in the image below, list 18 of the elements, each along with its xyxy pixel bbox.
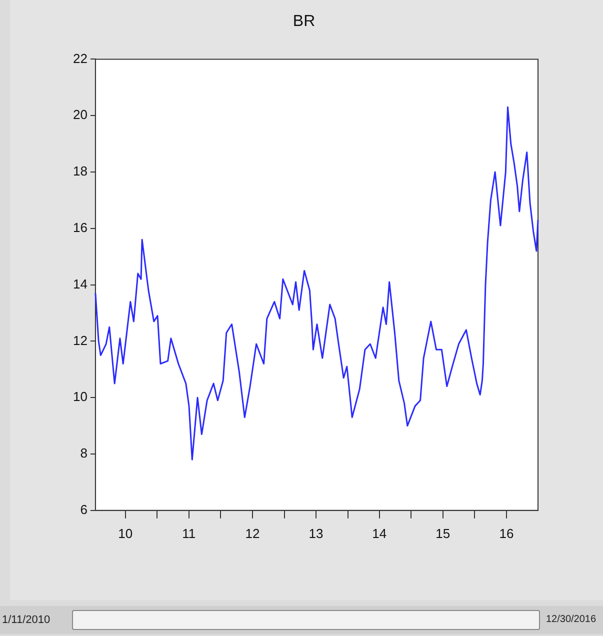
x-tick-label: 12 xyxy=(245,526,260,541)
y-tick-label: 16 xyxy=(72,220,88,235)
x-tick-label: 15 xyxy=(436,526,450,541)
x-tick-label: 16 xyxy=(499,526,514,541)
x-tick-label: 11 xyxy=(182,526,196,541)
y-tick-label: 12 xyxy=(72,332,88,348)
scrollbar: 1/11/2010 12/30/2016 xyxy=(0,606,603,634)
y-tick-label: 10 xyxy=(72,389,88,404)
x-tick-label: 10 xyxy=(118,526,133,541)
y-tick-label: 22 xyxy=(72,50,88,66)
chart-title: BR xyxy=(292,13,316,30)
y-tick-label: 6 xyxy=(80,502,88,517)
x-tick-label: 13 xyxy=(308,526,324,541)
y-tick-label: 18 xyxy=(72,164,88,179)
y-tick-label: 20 xyxy=(72,107,88,122)
x-tick-label: 14 xyxy=(372,526,387,541)
y-tick-label: 14 xyxy=(72,276,88,292)
y-tick-label: 8 xyxy=(80,446,88,461)
